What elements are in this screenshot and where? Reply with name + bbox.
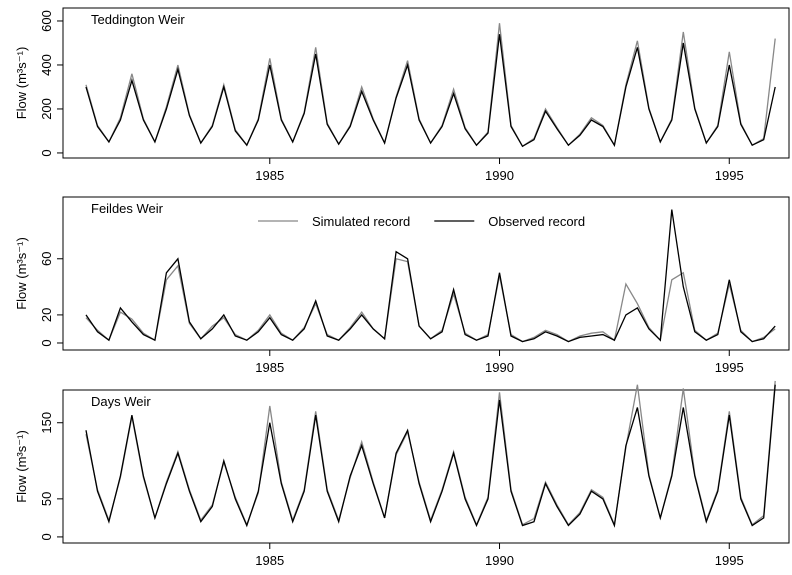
- x-tick-label: 1995: [715, 168, 744, 183]
- legend-label: Simulated record: [312, 214, 410, 229]
- y-axis-label: Flow (m³s⁻¹): [14, 237, 29, 310]
- x-tick-label: 1990: [485, 168, 514, 183]
- series-line: [85, 380, 776, 528]
- x-tick-label: 1990: [485, 360, 514, 375]
- y-tick-label: 50: [39, 492, 54, 506]
- series-line: [85, 34, 776, 148]
- x-tick-label: 1990: [485, 553, 514, 568]
- plot-frame: [62, 389, 790, 544]
- y-tick-label: 150: [39, 412, 54, 434]
- y-tick-label: 0: [39, 149, 54, 156]
- y-tick-label: 200: [39, 98, 54, 120]
- x-tick-label: 1985: [255, 360, 284, 375]
- y-tick-label: 20: [39, 308, 54, 322]
- x-tick-label: 1985: [255, 168, 284, 183]
- x-tick-label: 1995: [715, 360, 744, 375]
- y-axis-label: Flow (m³s⁻¹): [14, 47, 29, 120]
- y-axis-label: Flow (m³s⁻¹): [14, 430, 29, 503]
- y-tick-label: 0: [39, 533, 54, 540]
- series-line: [85, 23, 776, 148]
- y-tick-label: 400: [39, 54, 54, 76]
- panel-title: Teddington Weir: [91, 12, 185, 27]
- y-tick-label: 600: [39, 10, 54, 32]
- plot-frame: [62, 196, 790, 351]
- series-line: [85, 257, 776, 343]
- y-tick-label: 0: [39, 339, 54, 346]
- legend-label: Observed record: [488, 214, 585, 229]
- plot-frame: [62, 7, 790, 159]
- y-tick-label: 60: [39, 252, 54, 266]
- series-line: [85, 209, 776, 343]
- x-tick-label: 1985: [255, 553, 284, 568]
- series-line: [85, 384, 776, 528]
- panel-title: Feildes Weir: [91, 201, 164, 216]
- panel-title: Days Weir: [91, 394, 151, 409]
- x-tick-label: 1995: [715, 553, 744, 568]
